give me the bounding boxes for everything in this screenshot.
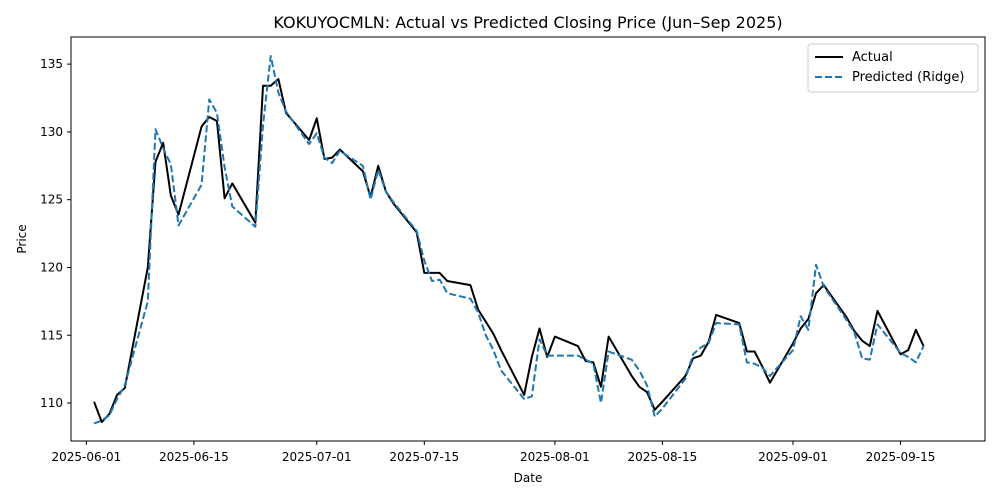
legend-box xyxy=(807,43,979,93)
x-tick-label: 2025-06-15 xyxy=(159,450,229,464)
x-tick-label: 2025-06-01 xyxy=(51,450,121,464)
y-tick-label: 110 xyxy=(40,396,63,410)
y-tick-label: 115 xyxy=(40,328,63,342)
x-tick-label: 2025-08-15 xyxy=(628,450,698,464)
x-tick-label: 2025-09-01 xyxy=(758,450,828,464)
y-tick-label: 135 xyxy=(40,57,63,71)
x-axis: 2025-06-01 2025-06-15 2025-07-01 2025-07-15… xyxy=(51,441,935,464)
legend-label-predicted: Predicted (Ridge) xyxy=(852,70,964,85)
plot-frame xyxy=(70,36,986,442)
y-tick-label: 120 xyxy=(40,260,63,274)
x-axis-title: Date xyxy=(514,471,543,485)
x-tick-label: 2025-09-15 xyxy=(866,450,936,464)
chart-title: KOKUYOCMLN: Actual vs Predicted Closing … xyxy=(273,13,782,32)
y-axis-title: Price xyxy=(15,224,29,253)
series-line-predicted xyxy=(93,54,925,425)
y-tick-label: 130 xyxy=(40,125,63,139)
x-tick-label: 2025-07-15 xyxy=(389,450,459,464)
series-line-actual xyxy=(93,78,925,424)
series-layer xyxy=(93,54,925,425)
y-tick-label: 125 xyxy=(40,193,63,207)
x-tick-label: 2025-07-01 xyxy=(282,450,352,464)
y-axis: 110 115 120 125 130 135 xyxy=(40,57,71,410)
legend: Actual Predicted (Ridge) xyxy=(807,43,979,93)
legend-label-actual: Actual xyxy=(852,50,893,65)
x-tick-label: 2025-08-01 xyxy=(520,450,590,464)
